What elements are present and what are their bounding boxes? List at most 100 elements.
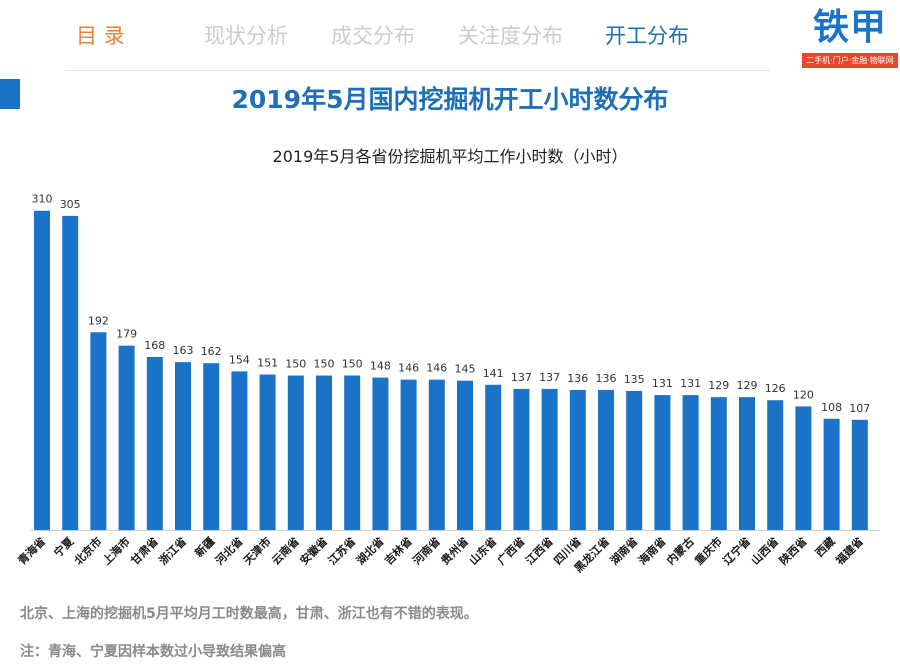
x-tick-label: 福建省 — [832, 534, 866, 568]
data-label: 150 — [314, 358, 335, 371]
data-label: 137 — [539, 371, 560, 384]
bar — [428, 379, 445, 530]
data-label: 129 — [708, 379, 729, 392]
bar — [90, 332, 107, 530]
x-tick-label: 江西省 — [522, 534, 555, 567]
x-tick-label: 山西省 — [748, 534, 781, 567]
data-label: 151 — [257, 356, 278, 369]
bar — [710, 397, 727, 530]
data-label: 146 — [426, 362, 447, 375]
x-tick-label: 吉林省 — [381, 534, 414, 567]
bar — [513, 388, 530, 530]
x-tick-label: 内蒙古 — [663, 534, 696, 567]
data-label: 305 — [60, 198, 81, 211]
nav-item-operation-distribution[interactable]: 开工分布 — [605, 24, 689, 48]
x-tick-label: 河南省 — [410, 534, 443, 567]
bar-chart: 310 青海省 305 宁夏 192 北京市 179 上海市 168 甘肃省 163 浙江省 162 新疆… — [15, 193, 880, 575]
bar — [823, 418, 840, 530]
title-accent-bar — [0, 79, 20, 109]
x-tick-label: 云南省 — [269, 534, 302, 567]
bar — [118, 345, 135, 530]
bar — [767, 400, 784, 530]
data-label: 129 — [737, 379, 758, 392]
x-tick-label: 贵州省 — [438, 534, 471, 567]
summary-note: 北京、上海的挖掘机5月平均月工时数最高，甘肃、浙江也有不错的表现。 — [20, 606, 478, 622]
x-tick-label: 安徽省 — [297, 534, 330, 567]
nav-item-status-analysis[interactable]: 现状分析 — [204, 24, 288, 48]
bar — [541, 388, 558, 530]
x-tick-label: 重庆市 — [692, 534, 725, 567]
brand-logo: 铁甲 二手机·门户·金融·物联网 — [802, 6, 898, 68]
data-label: 120 — [793, 388, 814, 401]
x-tick-label: 甘肃省 — [128, 534, 161, 567]
data-label: 137 — [511, 371, 532, 384]
nav-item-attention-distribution[interactable]: 关注度分布 — [458, 24, 563, 48]
page-title: 2019年5月国内挖掘机开工小时数分布 — [231, 85, 669, 114]
data-label: 150 — [285, 358, 306, 371]
x-tick-label: 青海省 — [15, 534, 48, 567]
data-label: 135 — [624, 373, 645, 386]
bar — [569, 389, 586, 530]
data-label: 136 — [596, 372, 617, 385]
bar — [146, 356, 163, 530]
bar — [654, 395, 671, 530]
data-label: 150 — [342, 358, 363, 371]
data-label: 179 — [116, 328, 137, 341]
bar — [175, 362, 191, 530]
bar — [485, 384, 502, 530]
data-label: 136 — [567, 372, 588, 385]
data-label: 126 — [765, 382, 786, 395]
x-tick-label: 辽宁省 — [720, 534, 753, 567]
x-tick-label: 山东省 — [466, 534, 499, 567]
bar — [372, 377, 389, 530]
x-tick-label: 广西省 — [494, 534, 527, 567]
data-label: 163 — [173, 344, 194, 357]
nav-item-transaction-distribution[interactable]: 成交分布 — [331, 24, 415, 48]
x-tick-label: 海南省 — [635, 534, 668, 567]
bar — [626, 390, 643, 530]
data-label: 108 — [821, 401, 842, 414]
bar — [259, 374, 276, 530]
top-navigation: 目 录 现状分析 成交分布 关注度分布 开工分布 铁甲 二手机·门户·金融·物联… — [0, 0, 900, 72]
data-label: 162 — [201, 345, 222, 358]
data-label: 168 — [144, 339, 165, 352]
x-tick-label: 新疆 — [192, 534, 217, 559]
x-tick-label: 西藏 — [812, 534, 837, 559]
logo-text: 铁甲 — [812, 7, 887, 48]
data-label: 107 — [849, 402, 870, 415]
bar — [851, 419, 868, 530]
bar — [62, 215, 79, 531]
nav-divider — [65, 70, 770, 71]
bar — [287, 375, 304, 530]
footnote: 注：青海、宁夏因样本数过小导致结果偏高 — [20, 644, 286, 660]
data-label: 310 — [32, 193, 53, 206]
data-label: 148 — [370, 360, 391, 373]
bar — [344, 375, 361, 530]
data-label: 192 — [88, 314, 109, 327]
chart-title: 2019年5月各省份挖掘机平均工作小时数（小时） — [272, 147, 628, 166]
data-label: 145 — [455, 363, 476, 376]
x-tick-label: 宁夏 — [51, 534, 77, 560]
bar — [739, 397, 755, 530]
x-tick-label: 陕西省 — [776, 534, 809, 567]
data-label: 146 — [398, 362, 419, 375]
nav-item-contents[interactable]: 目 录 — [76, 24, 125, 48]
data-label: 131 — [652, 377, 673, 390]
bar — [598, 389, 614, 530]
x-tick-label: 北京市 — [71, 534, 104, 567]
data-label: 154 — [229, 353, 250, 366]
x-tick-label: 湖北省 — [353, 534, 386, 567]
x-tick-label: 河北省 — [212, 534, 245, 567]
x-tick-label: 浙江省 — [156, 534, 189, 567]
x-tick-label: 上海市 — [99, 534, 132, 567]
x-tick-label: 湖南省 — [607, 534, 640, 567]
bar — [682, 395, 699, 530]
bar — [795, 406, 812, 530]
x-tick-label: 江苏省 — [325, 534, 358, 567]
bar — [316, 375, 332, 530]
x-tick-label: 天津市 — [240, 534, 273, 567]
bar — [203, 363, 220, 530]
bar — [231, 371, 248, 530]
logo-subtext: 二手机·门户·金融·物联网 — [802, 53, 898, 68]
data-label: 131 — [680, 377, 701, 390]
